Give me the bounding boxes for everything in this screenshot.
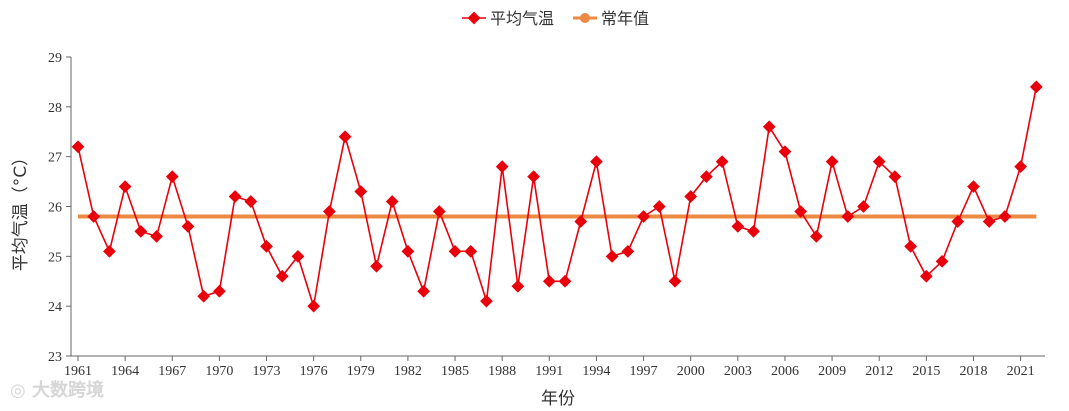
legend-item-mean-temp[interactable]: 平均气温 bbox=[462, 9, 554, 28]
watermark: ◎ 大数跨境 bbox=[10, 379, 104, 401]
data-point[interactable] bbox=[967, 180, 980, 193]
data-point[interactable] bbox=[103, 244, 116, 258]
data-point[interactable] bbox=[810, 230, 823, 243]
data-point[interactable] bbox=[841, 210, 855, 223]
data-point[interactable] bbox=[118, 180, 132, 193]
data-point[interactable] bbox=[150, 230, 163, 243]
data-point[interactable] bbox=[605, 249, 619, 263]
data-point[interactable] bbox=[590, 155, 603, 169]
data-point[interactable] bbox=[370, 259, 383, 273]
data-point[interactable] bbox=[998, 210, 1012, 223]
y-tick-label: 25 bbox=[48, 250, 62, 265]
y-tick-label: 27 bbox=[48, 151, 62, 166]
x-tick-label: 1964 bbox=[111, 364, 139, 379]
x-tick-label: 1982 bbox=[394, 364, 422, 379]
x-tick-label: 2003 bbox=[724, 364, 752, 379]
mean-temp-series bbox=[71, 80, 1043, 313]
data-point[interactable] bbox=[417, 284, 430, 298]
data-point[interactable] bbox=[448, 244, 462, 258]
x-tick-label: 1997 bbox=[630, 364, 658, 379]
y-tick-label: 26 bbox=[48, 201, 62, 216]
data-point[interactable] bbox=[165, 170, 179, 183]
x-tick-label: 2009 bbox=[818, 364, 846, 379]
y-axis-title: 平均气温（°C） bbox=[11, 149, 31, 271]
x-tick-label: 1988 bbox=[488, 364, 516, 379]
x-tick-label: 1991 bbox=[535, 364, 563, 379]
legend-marker-mean-temp bbox=[467, 11, 481, 25]
axes: 23 24 25 26 27 28 29 1961 1964 1967 1970 1973 1976 19… bbox=[48, 51, 1045, 379]
data-point[interactable] bbox=[275, 269, 289, 283]
data-point[interactable] bbox=[652, 200, 666, 213]
data-point[interactable] bbox=[354, 185, 368, 198]
data-point[interactable] bbox=[747, 225, 760, 238]
data-point[interactable] bbox=[621, 244, 635, 258]
data-point[interactable] bbox=[464, 244, 478, 258]
y-tick-label: 23 bbox=[48, 350, 62, 365]
x-tick-label: 2018 bbox=[959, 364, 987, 379]
data-point[interactable] bbox=[731, 220, 745, 233]
data-point[interactable] bbox=[762, 120, 776, 134]
legend-label-normal: 常年值 bbox=[601, 9, 649, 28]
data-point[interactable] bbox=[432, 205, 446, 218]
x-tick-label: 2000 bbox=[677, 364, 705, 379]
data-point[interactable] bbox=[857, 200, 870, 213]
x-tick-label: 2006 bbox=[771, 364, 799, 379]
data-point[interactable] bbox=[322, 205, 336, 218]
data-point[interactable] bbox=[307, 299, 321, 313]
data-point[interactable] bbox=[1014, 160, 1027, 173]
data-point[interactable] bbox=[260, 240, 273, 253]
legend-marker-normal bbox=[580, 13, 590, 23]
data-point[interactable] bbox=[197, 289, 211, 303]
data-point[interactable] bbox=[213, 284, 226, 298]
data-point[interactable] bbox=[558, 274, 572, 288]
watermark-logo-icon: ◎ bbox=[10, 380, 26, 401]
data-point[interactable] bbox=[244, 195, 258, 208]
y-tick-label: 24 bbox=[48, 300, 62, 315]
data-point[interactable] bbox=[71, 140, 85, 154]
watermark-text: 大数跨境 bbox=[32, 379, 104, 401]
data-point[interactable] bbox=[228, 190, 242, 203]
series-line-mean-temp bbox=[77, 86, 1038, 307]
x-tick-label: 1979 bbox=[347, 364, 375, 379]
x-tick-label: 1994 bbox=[582, 364, 610, 379]
data-point[interactable] bbox=[87, 210, 101, 223]
x-tick-label: 1985 bbox=[441, 364, 469, 379]
x-tick-label: 1976 bbox=[300, 364, 328, 379]
x-tick-label: 2012 bbox=[865, 364, 893, 379]
x-tick-label: 1973 bbox=[253, 364, 281, 379]
data-point[interactable] bbox=[338, 130, 352, 144]
data-point[interactable] bbox=[825, 155, 839, 169]
x-tick-label: 1967 bbox=[158, 364, 186, 379]
data-point[interactable] bbox=[1029, 80, 1043, 94]
x-tick-label: 1970 bbox=[205, 364, 233, 379]
y-tick-label: 29 bbox=[48, 51, 62, 66]
data-point[interactable] bbox=[480, 294, 493, 308]
data-point[interactable] bbox=[542, 274, 556, 288]
data-point[interactable] bbox=[511, 279, 525, 293]
data-point[interactable] bbox=[527, 170, 540, 183]
y-tick-label: 28 bbox=[48, 101, 62, 116]
data-point[interactable] bbox=[181, 220, 195, 233]
data-point[interactable] bbox=[134, 225, 148, 238]
data-point[interactable] bbox=[495, 160, 509, 173]
data-point[interactable] bbox=[668, 274, 682, 288]
data-point[interactable] bbox=[778, 145, 792, 159]
x-tick-label: 2015 bbox=[912, 364, 940, 379]
data-point[interactable] bbox=[904, 240, 917, 253]
data-point[interactable] bbox=[401, 244, 415, 258]
data-point[interactable] bbox=[385, 195, 399, 208]
legend: 平均气温 常年值 bbox=[462, 9, 649, 28]
legend-item-normal[interactable]: 常年值 bbox=[573, 9, 649, 28]
legend-label-mean-temp: 平均气温 bbox=[490, 9, 554, 28]
x-tick-label: 1961 bbox=[64, 364, 92, 379]
x-tick-label: 2021 bbox=[1007, 364, 1035, 379]
data-point[interactable] bbox=[637, 210, 650, 223]
x-axis-title: 年份 bbox=[541, 389, 575, 409]
